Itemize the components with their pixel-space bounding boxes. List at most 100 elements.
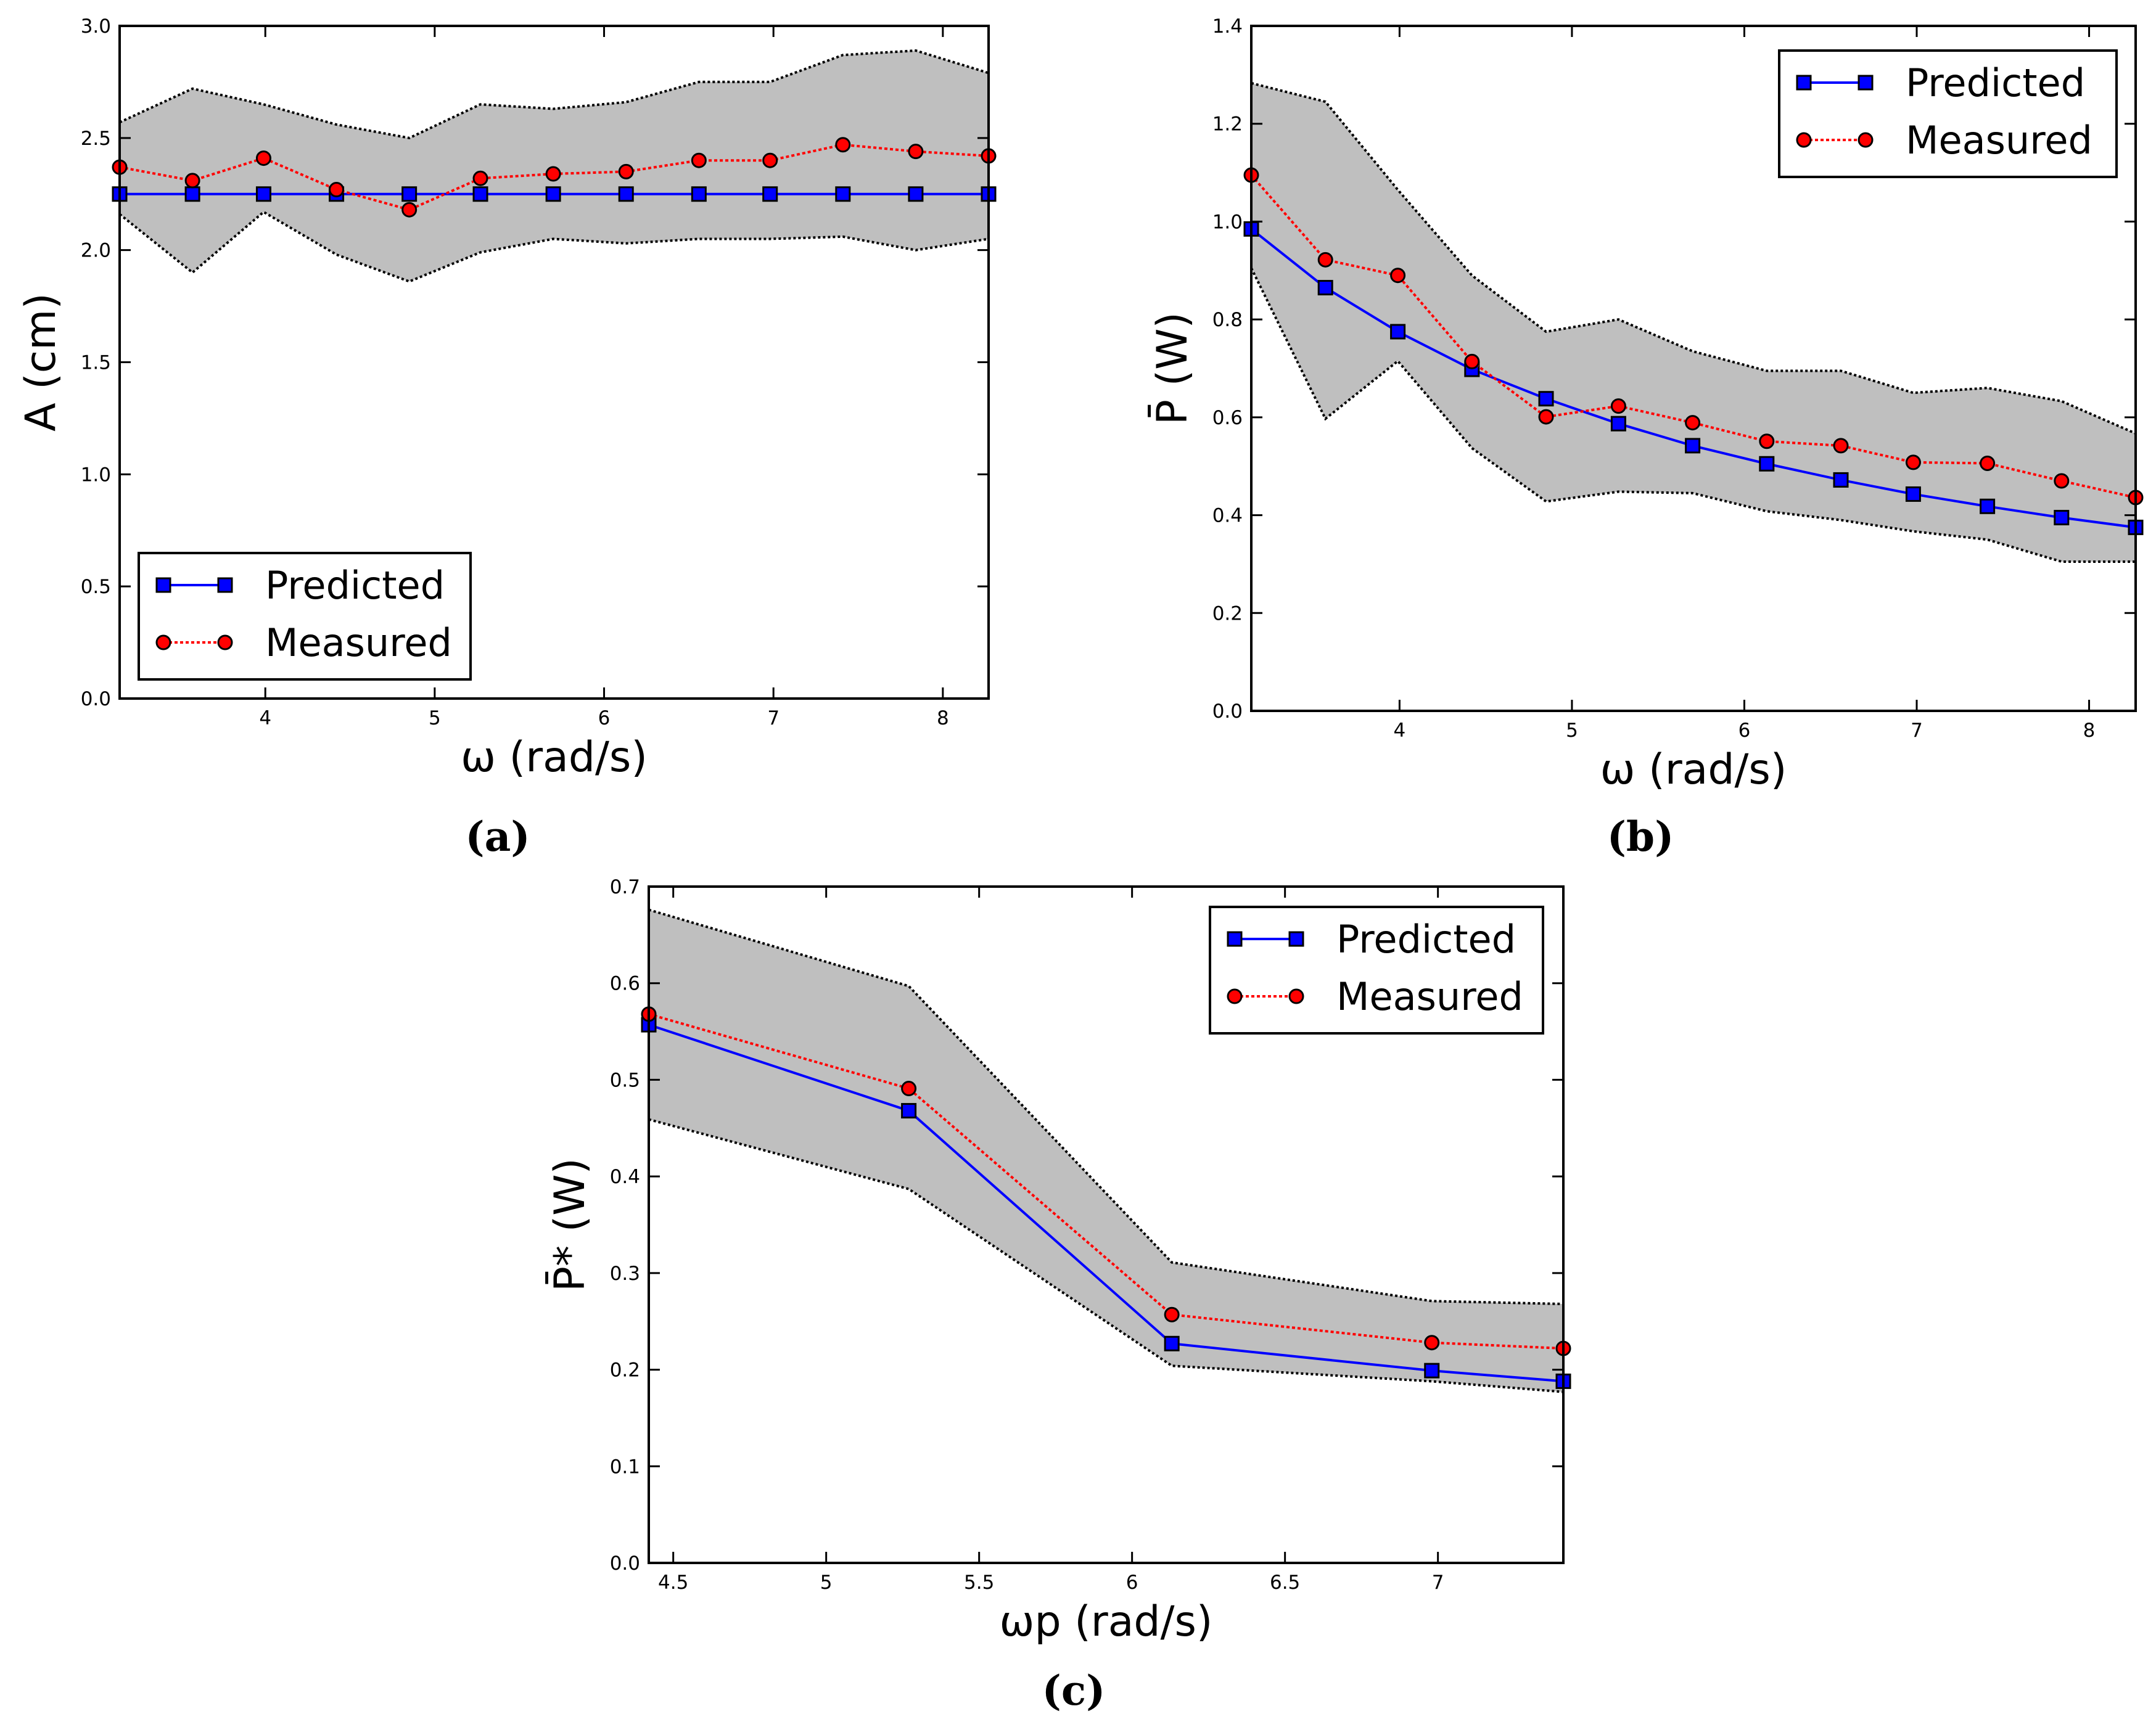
y-tick-label: 1.5 bbox=[81, 352, 111, 374]
chart-panel-b: 4 5 6 7 8 0.0 0.2 0.4 0.6 0.8 1.0 1.2 1.4 ω (rad/s) P̄… bbox=[1148, 15, 2144, 861]
measured-point bbox=[1980, 455, 1996, 471]
measured-point bbox=[1390, 268, 1406, 284]
measured-point bbox=[1424, 1335, 1440, 1351]
legend-label-measured: Measured bbox=[1906, 118, 2092, 163]
legend-box bbox=[138, 552, 472, 681]
y-tick-label: 0.0 bbox=[81, 688, 111, 710]
legend-label-predicted: Predicted bbox=[265, 563, 445, 608]
x-tick-label: 7 bbox=[1432, 1572, 1444, 1594]
legend-square-marker bbox=[1227, 931, 1243, 947]
measured-point bbox=[255, 150, 271, 166]
y-tick-label: 3.0 bbox=[81, 15, 111, 38]
y-tick-label: 0.6 bbox=[1212, 407, 1243, 429]
band-upper-line bbox=[119, 49, 989, 139]
predicted-point bbox=[401, 186, 418, 202]
y-axis-label: A (cm) bbox=[17, 293, 65, 432]
y-tick-label: 0.8 bbox=[1212, 309, 1243, 331]
x-tick-label: 5 bbox=[1566, 719, 1578, 742]
measured-point bbox=[908, 144, 924, 160]
measured-point bbox=[901, 1081, 917, 1097]
y-tick-label: 0.5 bbox=[610, 1069, 640, 1091]
predicted-point bbox=[1980, 498, 1996, 514]
measured-point bbox=[1610, 398, 1626, 414]
measured-point bbox=[329, 181, 345, 197]
x-axis-label: ω (rad/s) bbox=[461, 733, 648, 782]
measured-point bbox=[401, 202, 418, 218]
measured-point bbox=[1164, 1306, 1180, 1322]
predicted-point bbox=[1833, 472, 1849, 488]
y-tick-label: 0.3 bbox=[610, 1263, 640, 1285]
measured-point bbox=[1759, 433, 1775, 449]
x-tick-label: 4 bbox=[1394, 719, 1406, 742]
y-tick-label: 0.0 bbox=[610, 1552, 640, 1575]
x-tick-label: 7 bbox=[1911, 719, 1923, 742]
x-axis-label: ω (rad/s) bbox=[1600, 745, 1787, 794]
y-tick-label: 2.5 bbox=[81, 128, 111, 150]
panel-label: (b) bbox=[1607, 813, 1674, 861]
x-tick-label: 6 bbox=[598, 707, 611, 729]
legend-circle-marker bbox=[1227, 988, 1243, 1004]
predicted-point bbox=[691, 186, 707, 202]
measured-point bbox=[1685, 415, 1701, 431]
predicted-point bbox=[255, 186, 271, 202]
chart-panel-a: 4 5 6 7 8 0.0 0.5 1.0 1.5 2.0 2.5 3.0 ω (rad/s) A (cm… bbox=[17, 15, 997, 861]
x-tick-label: 8 bbox=[2083, 719, 2096, 742]
y-tick-label: 2.0 bbox=[81, 240, 111, 262]
legend-label-predicted: Predicted bbox=[1336, 917, 1516, 962]
predicted-point bbox=[1610, 416, 1626, 432]
measured-point bbox=[691, 152, 707, 168]
predicted-point bbox=[184, 186, 200, 202]
legend-square-marker bbox=[1288, 931, 1304, 947]
band-lower-line bbox=[1250, 267, 2136, 563]
legend-circle-marker bbox=[1288, 988, 1304, 1004]
legend-square-marker bbox=[155, 577, 171, 593]
legend-label-measured: Measured bbox=[1336, 974, 1523, 1019]
x-tick-label: 5 bbox=[429, 707, 441, 729]
legend-circle-marker bbox=[155, 634, 171, 650]
measured-point bbox=[2054, 473, 2070, 489]
axes-frame bbox=[1250, 25, 2137, 712]
legend-square-marker bbox=[1858, 75, 1874, 91]
predicted-point bbox=[1164, 1335, 1180, 1351]
band-lower-line bbox=[648, 1118, 1564, 1393]
y-axis-label: P̄ (W) bbox=[1148, 312, 1197, 425]
measured-point bbox=[472, 170, 488, 186]
x-tick-label: 4 bbox=[259, 707, 271, 729]
measured-point bbox=[545, 166, 561, 182]
x-tick-label: 6 bbox=[1738, 719, 1751, 742]
legend: Predicted Measured bbox=[1778, 49, 2118, 178]
predicted-point bbox=[1685, 438, 1701, 454]
y-axis-label: P̄* (W) bbox=[545, 1158, 595, 1292]
axes-frame bbox=[648, 885, 1565, 1564]
y-tick-label: 0.1 bbox=[610, 1456, 640, 1478]
y-tick-label: 1.2 bbox=[1212, 113, 1243, 136]
predicted-point bbox=[908, 186, 924, 202]
x-tick-label: 5 bbox=[820, 1572, 833, 1594]
legend-label-predicted: Predicted bbox=[1906, 60, 2085, 105]
predicted-point bbox=[835, 186, 851, 202]
predicted-point bbox=[1538, 391, 1554, 407]
y-tick-label: 0.2 bbox=[1212, 602, 1243, 625]
measured-point bbox=[1905, 454, 1921, 470]
uncertainty-band bbox=[1251, 83, 2136, 562]
predicted-point bbox=[472, 186, 488, 202]
y-tick-label: 0.2 bbox=[610, 1359, 640, 1382]
predicted-point bbox=[1759, 456, 1775, 472]
measured-point bbox=[1464, 353, 1480, 369]
band-upper-line bbox=[648, 908, 1564, 1306]
x-tick-label: 7 bbox=[767, 707, 780, 729]
legend-box bbox=[1778, 49, 2118, 178]
y-tick-label: 0.4 bbox=[610, 1166, 640, 1188]
predicted-point bbox=[1424, 1363, 1440, 1379]
y-tick-label: 0.7 bbox=[610, 876, 640, 898]
y-tick-label: 0.6 bbox=[610, 973, 640, 995]
predicted-point bbox=[2054, 510, 2070, 526]
legend-square-marker bbox=[1796, 75, 1812, 91]
y-tick-label: 1.4 bbox=[1212, 15, 1243, 38]
panel-label: (c) bbox=[1042, 1666, 1106, 1715]
predicted-point bbox=[1317, 280, 1333, 296]
x-tick-label: 6 bbox=[1126, 1572, 1138, 1594]
measured-point bbox=[184, 173, 200, 189]
measured-point bbox=[762, 152, 778, 168]
